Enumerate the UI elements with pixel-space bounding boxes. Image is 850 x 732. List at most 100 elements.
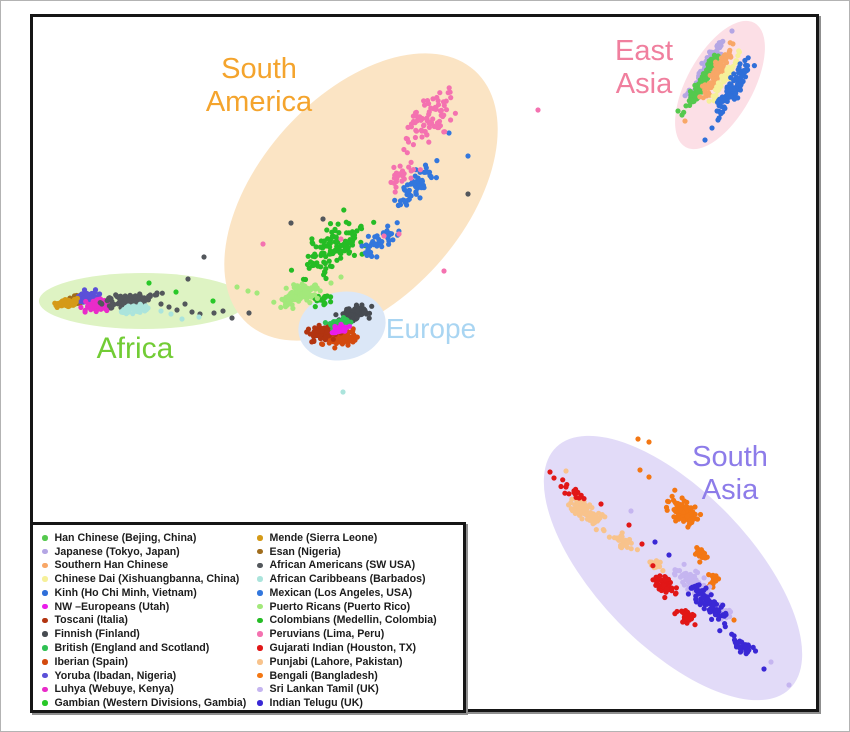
legend-item: Sri Lankan Tamil (UK) [257, 682, 437, 696]
data-point [673, 509, 679, 515]
data-point [401, 146, 407, 153]
data-point [671, 514, 677, 520]
data-point [598, 501, 604, 507]
legend-item: Finnish (Finland) [42, 627, 257, 641]
region-label-south-america: South America [206, 53, 312, 119]
data-point [131, 299, 137, 305]
data-point [70, 298, 77, 304]
legend-color-dot [42, 576, 48, 582]
data-point [716, 42, 722, 48]
data-point [448, 95, 454, 101]
data-point [419, 134, 425, 140]
legend-color-dot [42, 603, 48, 610]
data-point [119, 309, 125, 315]
legend-item: Gujarati Indian (Houston, TX) [257, 641, 437, 655]
data-point [676, 568, 683, 574]
data-point [714, 47, 720, 53]
data-point [84, 291, 90, 297]
data-point [650, 563, 656, 569]
data-point [419, 177, 425, 183]
data-point [722, 621, 728, 627]
data-point [437, 90, 443, 96]
data-point [717, 62, 724, 68]
data-point [718, 111, 724, 117]
data-point [736, 70, 742, 76]
data-point [723, 54, 729, 60]
data-point [336, 328, 342, 335]
data-point [141, 304, 147, 310]
data-point [326, 258, 332, 264]
data-point [699, 60, 705, 66]
legend-label: Finnish (Finland) [54, 628, 140, 641]
legend-column-left: Han Chinese (Bejing, China) Japanese (Tok… [42, 531, 257, 710]
legend-color-dot [42, 535, 48, 541]
data-point [343, 317, 349, 323]
data-point [687, 517, 693, 524]
data-point [344, 306, 350, 312]
data-point [343, 334, 349, 340]
data-point [688, 92, 694, 98]
data-point [446, 85, 452, 91]
legend-color-dot [257, 686, 263, 693]
data-point [428, 105, 434, 111]
data-point [701, 575, 707, 581]
data-point [137, 301, 143, 307]
data-point [716, 614, 722, 620]
data-point [348, 312, 354, 318]
legend-color-dot [42, 590, 48, 596]
data-point [326, 240, 332, 246]
data-point [315, 263, 321, 269]
legend-color-dot [42, 700, 48, 706]
data-point [694, 569, 701, 576]
data-point [246, 310, 252, 316]
data-point [310, 253, 316, 259]
data-point [535, 107, 541, 113]
data-point [440, 99, 447, 105]
data-point [423, 165, 429, 171]
legend-label: Luhya (Webuye, Kenya) [54, 683, 174, 696]
legend-color-dot [42, 562, 48, 569]
data-point [189, 309, 195, 315]
region-label-line: Asia [701, 473, 759, 506]
data-point [768, 659, 774, 665]
data-point [576, 495, 582, 501]
data-point [401, 185, 407, 191]
data-point [619, 545, 625, 551]
data-point [335, 245, 341, 251]
data-point [421, 98, 427, 104]
data-point [103, 306, 109, 312]
data-point [317, 244, 323, 250]
region-label-line: Europe [385, 313, 477, 344]
data-point [582, 502, 588, 508]
legend-label: Punjabi (Lahore, Pakistan) [269, 655, 403, 668]
data-point [352, 334, 358, 340]
data-point [646, 474, 652, 480]
legend-label: Kinh (Ho Chi Minh, Vietnam) [54, 586, 197, 599]
legend-label: Japanese (Tokyo, Japan) [54, 545, 180, 558]
data-point [626, 522, 632, 528]
data-point [551, 475, 557, 481]
legend-item: Colombians (Medellin, Colombia) [257, 614, 437, 628]
data-point [722, 72, 728, 78]
data-point [728, 94, 734, 100]
data-point [350, 326, 356, 332]
data-point [369, 303, 375, 309]
data-point [426, 111, 432, 117]
data-point [426, 120, 432, 126]
data-point [587, 502, 593, 508]
data-point [319, 250, 325, 256]
data-point [304, 329, 310, 335]
legend-item: Chinese Dai (Xishuangbanna, China) [42, 572, 257, 586]
data-point [404, 150, 410, 156]
data-point [185, 276, 191, 282]
data-point [322, 294, 328, 300]
data-point [672, 500, 678, 506]
legend-color-dot [257, 659, 263, 665]
data-point [737, 61, 743, 67]
legend-color-dot [257, 631, 263, 637]
data-point [694, 516, 701, 522]
legend-item: Mende (Sierra Leone) [257, 531, 437, 545]
legend-label: Sri Lankan Tamil (UK) [269, 683, 379, 696]
data-point [731, 86, 737, 92]
